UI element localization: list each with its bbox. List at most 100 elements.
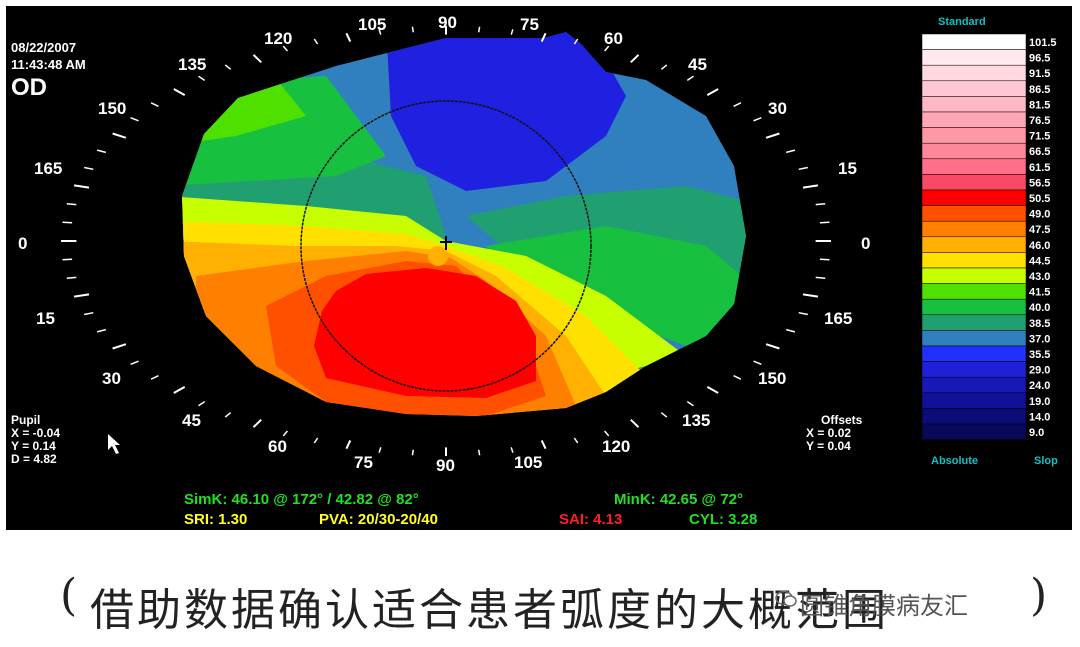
angle-tick [686,400,694,407]
angle-label: 60 [268,437,287,456]
caption-close-paren: ) [1030,570,1048,621]
exam-date: 08/22/2007 [11,40,77,55]
angle-tick [224,64,232,70]
angle-tick [150,375,159,380]
angle-tick [150,102,159,107]
sri-value: SRI: 1.30 [184,511,248,528]
scale-value-label: 43.0 [1029,271,1050,283]
angle-tick [630,418,640,428]
angle-tick [96,149,106,154]
angle-tick [198,400,206,407]
angle-tick [706,88,719,96]
angle-tick [802,184,819,189]
scale-swatch [921,96,1027,113]
angle-tick [733,375,742,380]
scale-value-label: 29.0 [1029,365,1050,377]
angle-tick [573,437,579,444]
angle-label: 120 [602,437,630,456]
angle-tick [112,343,127,350]
scale-swatch [921,361,1027,378]
angle-tick [604,45,610,52]
scale-value-label: 101.5 [1029,37,1057,49]
scale-value-label: 49.0 [1029,209,1050,221]
scale-mode-absolute: Absolute [931,455,979,467]
angle-tick [130,117,139,122]
scale-value-label: 96.5 [1029,53,1050,65]
scale-swatch [921,252,1027,269]
angle-tick [765,132,780,139]
angle-tick [252,418,262,428]
cornea-color-map [182,32,746,416]
angle-tick [411,26,415,33]
scale-swatch [921,267,1027,284]
angle-tick [660,64,668,70]
cyl-value: CYL: 3.28 [689,511,758,528]
scale-value-label: 9.0 [1029,427,1044,439]
angle-tick [130,360,139,365]
exam-time: 11:43:48 AM [11,57,86,72]
simk-value: SimK: 46.10 @ 172° / 42.82 @ 82° [184,491,419,508]
scale-swatch [921,189,1027,206]
angle-tick [573,38,579,45]
scale-swatch [921,64,1027,82]
scale-value-label: 24.0 [1029,380,1050,392]
scale-value-label: 61.5 [1029,162,1050,174]
angle-tick [66,202,77,206]
angle-label: 30 [102,369,121,388]
angle-tick [477,26,481,33]
scale-swatch [921,220,1027,238]
scale-swatch [921,111,1027,128]
angle-tick [815,276,826,280]
angle-tick [733,102,742,107]
angle-label: 135 [682,411,710,430]
scale-value-label: 41.5 [1029,287,1050,299]
pupil-d: D = 4.82 [11,452,57,466]
angle-tick [345,439,352,450]
angle-ticks [61,26,831,456]
scale-swatch [921,392,1027,409]
angle-tick [753,117,762,122]
scale-value-label: 37.0 [1029,333,1050,345]
scale-swatch [921,423,1027,440]
scale-value-label: 47.5 [1029,224,1050,236]
mouse-pointer-icon [108,434,120,454]
angle-label: 90 [438,13,457,32]
scale-swatch [921,283,1027,300]
scale-swatch [921,376,1027,394]
topography-panel: 105 90 75 120 60 135 45 150 30 165 15 0 0 15 165 30 150 4… [6,6,1072,530]
scale-value-label: 76.5 [1029,115,1050,127]
angle-tick [540,439,547,450]
angle-tick [282,45,288,52]
angle-tick [802,293,819,298]
scale-swatch [921,33,1027,50]
angle-tick [765,343,780,350]
angle-tick [112,132,127,139]
angle-label: 0 [18,234,27,253]
angle-tick [73,184,90,189]
scale-value-label: 40.0 [1029,302,1050,314]
angle-tick [224,412,232,418]
angle-tick [686,75,694,82]
center-crosshair [440,236,452,250]
scale-swatch [921,127,1027,144]
scale-value-label: 86.5 [1029,84,1050,96]
scale-swatch [921,408,1027,425]
scale-swatch [921,330,1027,347]
angle-tick [345,32,352,43]
angle-tick [510,447,514,453]
offsets-y: Y = 0.04 [806,439,851,453]
scale-value-label: 50.5 [1029,193,1050,205]
scale-swatch [921,236,1027,253]
pva-value: PVA: 20/30-20/40 [319,511,438,528]
angle-tick [815,202,826,206]
scale-mode-slop: Slop [1034,455,1058,467]
scale-swatch [921,49,1027,66]
angle-label: 165 [34,159,62,178]
scale-value-label: 91.5 [1029,68,1050,80]
angle-label: 15 [36,309,55,328]
angle-label: 75 [354,453,373,472]
angle-label: 105 [358,15,386,34]
sai-value: SAI: 4.13 [559,511,623,528]
